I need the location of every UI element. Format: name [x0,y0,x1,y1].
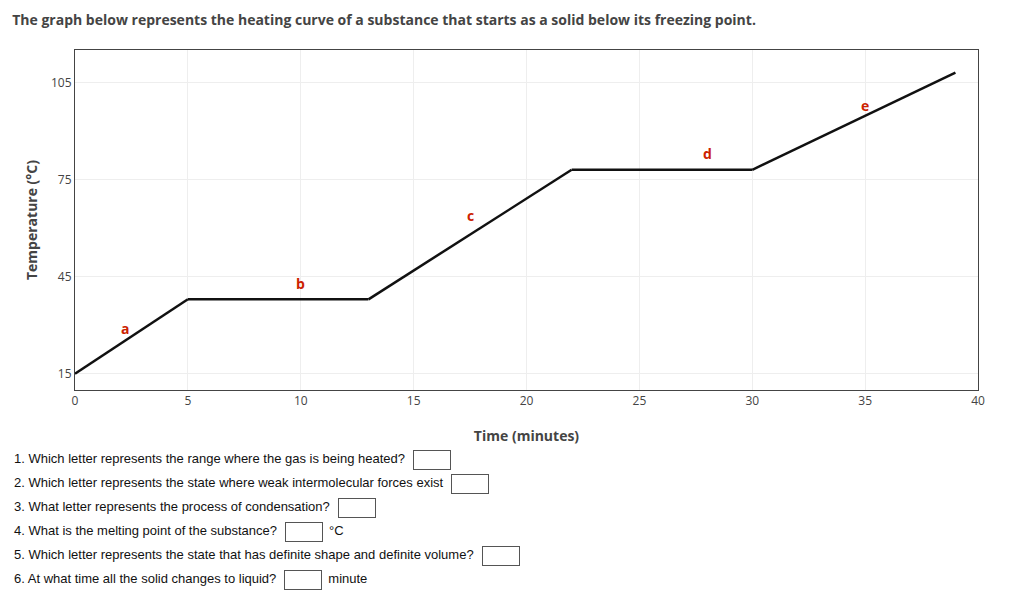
svg-text:10: 10 [294,392,308,409]
html-text:3. What letter represents the: 3. What letter represents the process of… [14,499,330,514]
svg-text:c: c [467,206,474,225]
html-text:°C: °C [329,523,344,538]
html-text:6. At what time all the solid: 6. At what time all the solid changes to… [14,571,277,586]
html-text:2. Which letter represents the: 2. Which letter represents the state whe… [14,475,444,490]
svg-text:20: 20 [520,392,534,409]
svg-text:a: a [121,319,129,338]
svg-text:d: d [703,144,712,163]
svg-text:Time (minutes): Time (minutes) [474,426,580,445]
svg-text:45: 45 [58,268,72,285]
svg-text:15: 15 [58,365,72,382]
svg-text:The graph below represents the: The graph below represents the heating c… [12,10,756,29]
svg-text:15: 15 [407,392,421,409]
svg-text:105: 105 [51,74,72,91]
svg-text:0: 0 [72,392,79,409]
svg-text:e: e [861,96,869,115]
svg-text:25: 25 [633,392,647,409]
svg-text:75: 75 [58,171,72,188]
svg-text:5: 5 [184,392,191,409]
svg-text:Temperature (°C): Temperature (°C) [22,160,41,280]
html-text:minute: minute [328,571,368,586]
svg-text:40: 40 [971,392,985,409]
html-text:1. Which letter represents the: 1. Which letter represents the range whe… [14,451,405,466]
svg-text:30: 30 [745,392,759,409]
html-text:4. What is the melting point o: 4. What is the melting point of the subs… [14,523,277,538]
svg-text:35: 35 [858,392,872,409]
svg-text:b: b [296,274,305,293]
html-text:5. Which letter represents the: 5. Which letter represents the state tha… [14,547,474,562]
